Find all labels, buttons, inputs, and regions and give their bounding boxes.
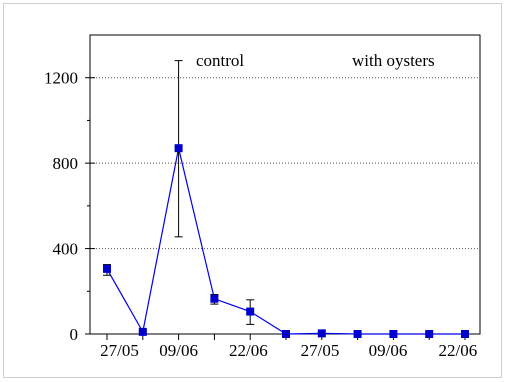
annotation-control: control [196,51,244,70]
axis-ticks: 0 400 800 1200 27/05 09/06 22/06 27/05 09/06 22/0… [44,69,477,360]
y-tick-label: 800 [53,154,79,173]
x-tick-label: 27/05 [301,341,340,360]
data-point [246,307,255,316]
data-point [353,330,362,338]
series-line [106,148,465,335]
data-point [103,264,111,273]
plot-area-border [89,34,481,335]
x-tick-label: 22/06 [229,341,268,360]
data-point [210,294,219,303]
y-tick-label: 400 [53,240,79,259]
x-tick-label: 09/06 [369,341,408,360]
data-point [282,330,290,338]
x-tick-label: 09/06 [159,341,198,360]
y-tick-label: 0 [70,325,79,344]
data-point [138,327,147,336]
data-series [103,60,469,338]
grid-lines [90,77,480,250]
x-tick-label: 27/05 [100,341,139,360]
x-tick-label: 22/06 [438,341,477,360]
data-point [317,329,326,338]
data-point [174,144,183,153]
data-point [425,330,434,338]
annotation-with-oysters: with oysters [352,51,435,70]
data-point [389,330,398,338]
data-point [461,330,469,338]
axes [89,34,481,335]
y-tick-label: 1200 [44,69,78,88]
